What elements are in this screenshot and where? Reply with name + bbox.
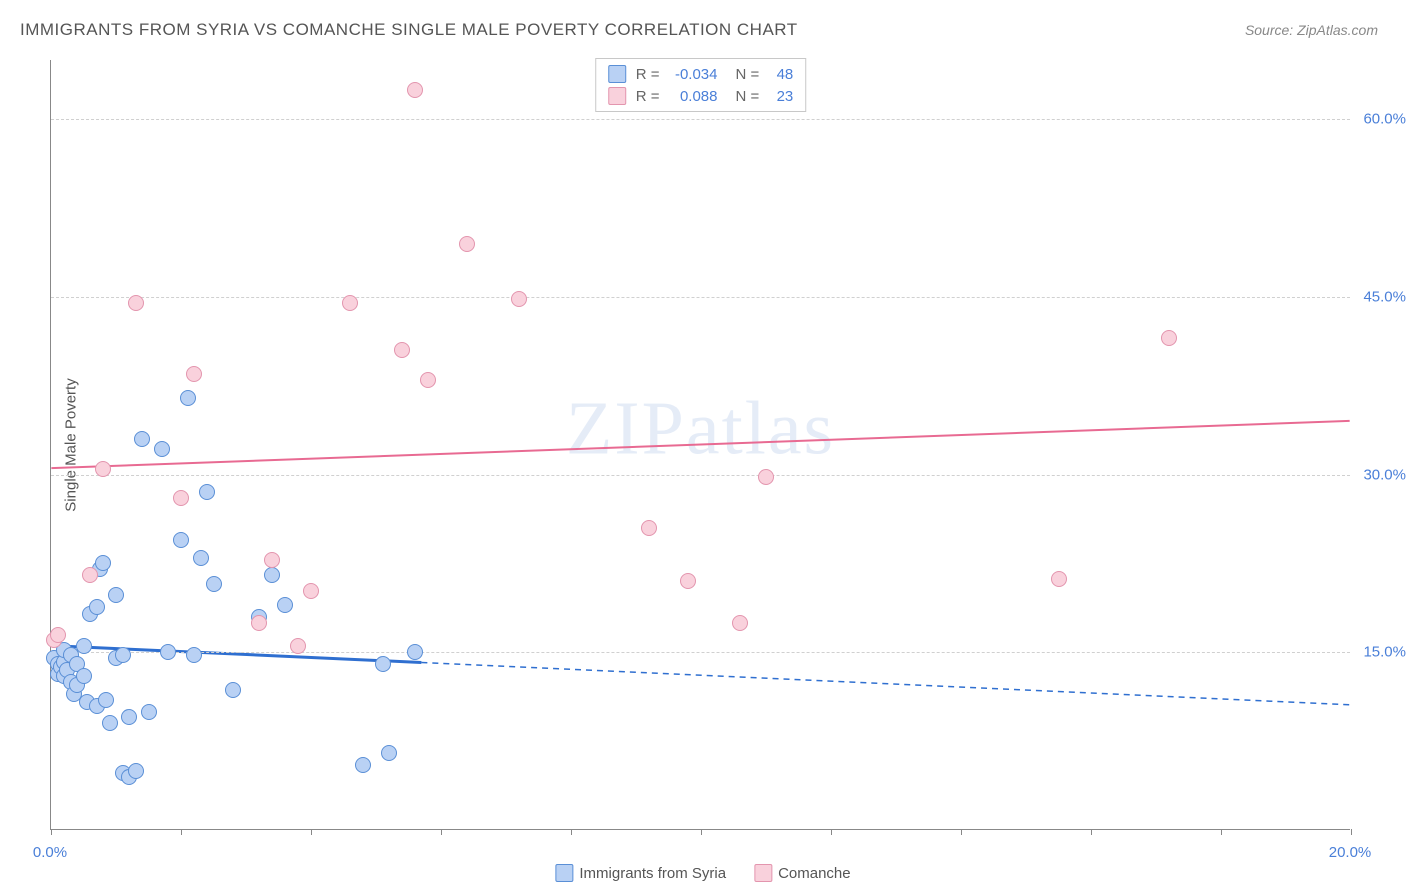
x-tick xyxy=(1091,829,1092,835)
legend-swatch xyxy=(608,87,626,105)
legend-swatch xyxy=(555,864,573,882)
legend-item: Immigrants from Syria xyxy=(555,864,726,882)
data-point xyxy=(108,587,124,603)
gridline xyxy=(51,652,1350,653)
y-tick-label: 30.0% xyxy=(1363,466,1406,483)
data-point xyxy=(128,295,144,311)
y-axis-title: Single Male Poverty xyxy=(63,378,80,511)
gridline xyxy=(51,475,1350,476)
data-point xyxy=(303,583,319,599)
data-point xyxy=(89,599,105,615)
x-tick xyxy=(441,829,442,835)
x-tick xyxy=(1221,829,1222,835)
trend-lines-layer xyxy=(51,60,1350,829)
x-tick xyxy=(311,829,312,835)
trend-line xyxy=(51,646,421,663)
data-point xyxy=(732,615,748,631)
data-point xyxy=(98,692,114,708)
data-point xyxy=(173,532,189,548)
data-point xyxy=(264,567,280,583)
trend-line xyxy=(51,421,1349,468)
data-point xyxy=(1051,571,1067,587)
data-point xyxy=(277,597,293,613)
data-point xyxy=(394,342,410,358)
stats-legend-row: R = -0.034 N = 48 xyxy=(608,63,794,85)
data-point xyxy=(193,550,209,566)
r-value: -0.034 xyxy=(666,66,718,83)
series-legend: Immigrants from Syria Comanche xyxy=(555,864,850,882)
chart-container: IMMIGRANTS FROM SYRIA VS COMANCHE SINGLE… xyxy=(0,0,1406,892)
data-point xyxy=(420,372,436,388)
r-value: 0.088 xyxy=(666,88,718,105)
legend-item: Comanche xyxy=(754,864,851,882)
x-tick xyxy=(1351,829,1352,835)
data-point xyxy=(459,236,475,252)
data-point xyxy=(76,668,92,684)
data-point xyxy=(641,520,657,536)
data-point xyxy=(342,295,358,311)
x-tick xyxy=(51,829,52,835)
data-point xyxy=(355,757,371,773)
data-point xyxy=(680,573,696,589)
data-point xyxy=(50,627,66,643)
data-point xyxy=(1161,330,1177,346)
data-point xyxy=(160,644,176,660)
data-point xyxy=(758,469,774,485)
x-tick xyxy=(831,829,832,835)
data-point xyxy=(76,638,92,654)
r-label: R = xyxy=(636,88,660,105)
r-label: R = xyxy=(636,66,660,83)
data-point xyxy=(121,709,137,725)
data-point xyxy=(128,763,144,779)
data-point xyxy=(141,704,157,720)
y-tick-label: 45.0% xyxy=(1363,288,1406,305)
data-point xyxy=(381,745,397,761)
x-tick xyxy=(961,829,962,835)
gridline xyxy=(51,119,1350,120)
data-point xyxy=(154,441,170,457)
n-label: N = xyxy=(736,88,760,105)
chart-title: IMMIGRANTS FROM SYRIA VS COMANCHE SINGLE… xyxy=(20,20,798,40)
data-point xyxy=(95,461,111,477)
data-point xyxy=(180,390,196,406)
data-point xyxy=(115,647,131,663)
data-point xyxy=(290,638,306,654)
data-point xyxy=(173,490,189,506)
data-point xyxy=(186,647,202,663)
stats-legend: R = -0.034 N = 48 R = 0.088 N = 23 xyxy=(595,58,807,112)
x-tick xyxy=(701,829,702,835)
data-point xyxy=(225,682,241,698)
n-label: N = xyxy=(736,66,760,83)
data-point xyxy=(407,644,423,660)
x-tick xyxy=(181,829,182,835)
y-tick-label: 60.0% xyxy=(1363,111,1406,128)
data-point xyxy=(375,656,391,672)
source-label: Source: ZipAtlas.com xyxy=(1245,22,1378,38)
plot-area: ZIPatlas R =-0.034N =48R =0.088N =23 Sin… xyxy=(50,60,1350,830)
data-point xyxy=(199,484,215,500)
legend-swatch xyxy=(754,864,772,882)
n-value: 48 xyxy=(765,66,793,83)
data-point xyxy=(511,291,527,307)
legend-label: Immigrants from Syria xyxy=(579,865,726,882)
legend-label: Comanche xyxy=(778,865,851,882)
data-point xyxy=(134,431,150,447)
legend-swatch xyxy=(608,65,626,83)
x-tick-label: 20.0% xyxy=(1329,844,1372,861)
x-tick xyxy=(571,829,572,835)
data-point xyxy=(206,576,222,592)
stats-legend-row: R = 0.088 N = 23 xyxy=(608,85,794,107)
data-point xyxy=(102,715,118,731)
data-point xyxy=(95,555,111,571)
data-point xyxy=(264,552,280,568)
data-point xyxy=(82,567,98,583)
n-value: 23 xyxy=(765,88,793,105)
x-tick-label: 0.0% xyxy=(33,844,67,861)
data-point xyxy=(186,366,202,382)
y-tick-label: 15.0% xyxy=(1363,644,1406,661)
data-point xyxy=(407,82,423,98)
trend-line-extrapolated xyxy=(421,662,1349,704)
gridline xyxy=(51,297,1350,298)
data-point xyxy=(251,615,267,631)
